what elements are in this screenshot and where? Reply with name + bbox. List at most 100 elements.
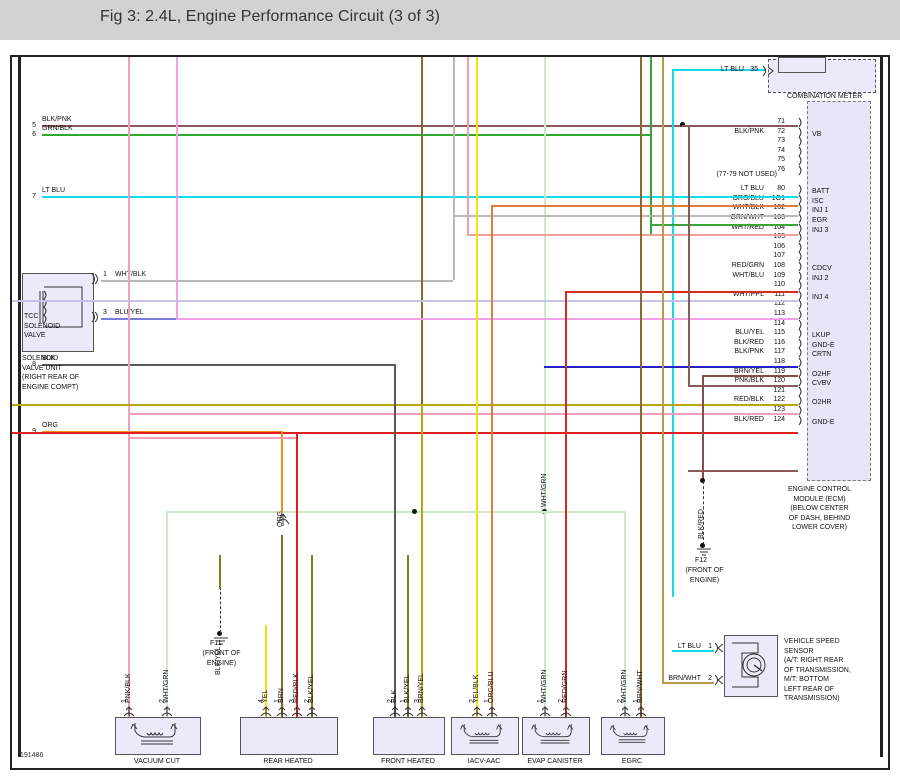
wire-blk-pnk-to-ecm: [682, 125, 798, 127]
ecm-pin-number-73: 73: [777, 137, 785, 145]
left-pin-number-8: 8: [32, 361, 36, 368]
ecm-wire-label-102: WHT/BLK: [732, 204, 764, 212]
ecm-pin-number-121: 121: [773, 386, 785, 394]
ecm-pin-number-117: 117: [773, 348, 785, 356]
ecm-pin-number-124: 124: [773, 415, 785, 423]
diagram-right-inner-border: [880, 57, 883, 757]
ecm-pin-connector-icon-75: [798, 156, 802, 166]
ecm-pin-number-103: 103: [773, 214, 785, 221]
component-box-vacuum-cut-valve-bypass-valve: [115, 717, 201, 755]
component-pin-connector-icon: [471, 706, 483, 717]
ground-dot-f11: [217, 631, 222, 636]
tcc-pin1-number: 1: [103, 271, 107, 278]
wire-wht-grn-evap: [544, 511, 546, 717]
wire-blu-yel-to-ecm: [544, 366, 798, 368]
ecm-pin-connector-icon-72: [798, 127, 802, 137]
component-pin-wire-label: BLK/YEL: [404, 674, 411, 703]
ecm-pin-number-123: 123: [773, 406, 785, 413]
ecm-pin-number-71: 71: [777, 118, 785, 125]
component-pin-connector-icon: [539, 706, 551, 717]
component-pin-wire-label: WHT/GRN: [621, 669, 628, 703]
ecm-pin-number-109: 109: [773, 271, 785, 279]
ecm-wire-label-120: PNK/BLK: [734, 377, 764, 385]
ecm-wire-label-109: WHT/BLU: [732, 271, 765, 279]
ecm-pin-connector-icon-73: [798, 136, 802, 147]
wire-wht-grn-egrc: [624, 511, 626, 717]
ecm-pin-connector-icon-113: [798, 309, 802, 320]
component-pin-connector-icon: [619, 706, 631, 717]
ecm-function-label-lkup: LKUP: [812, 332, 831, 340]
ecm-function-label-batt: BATT: [812, 188, 830, 196]
left-wire-label-blk: BLK: [42, 355, 56, 362]
wire-lt-blu-meter-horizontal: [672, 69, 766, 71]
ecm-pin-connector-icon-119: [798, 367, 802, 377]
ecm-pin-number-111: 111: [774, 290, 785, 298]
ecm-function-label-cvbv: CVBV: [812, 380, 832, 388]
ecm-pin-connector-icon-110: [798, 280, 802, 291]
wire-red-blk-to-ecm: [12, 432, 798, 434]
component-pin-connector-icon: [306, 706, 318, 717]
vss-pin2-wire: BRN/WHT: [668, 675, 701, 682]
ecm-wire-label-72: BLK/PNK: [734, 127, 764, 135]
combination-meter-label: COMBINATION METER: [787, 93, 863, 100]
ground-sub-f11: (FRONT OF ENGINE): [202, 650, 241, 667]
component-pin-connector-icon: [123, 706, 135, 717]
wire-wht-blu-to-ecm: [12, 300, 798, 302]
left-pin-number-6: 6: [32, 131, 36, 138]
ecm-pin-connector-icon-103: [798, 213, 802, 224]
ecm-pin-number-106: 106: [773, 242, 785, 250]
ecm-pin-connector-icon-76: [798, 165, 802, 176]
ecm-wire-label-80: LT BLU: [740, 185, 764, 193]
meter-pin35-connector-icon: [762, 65, 774, 77]
wire-brn-wht-vss-vertical: [662, 57, 664, 682]
wire-blk-pnk-117-vertical: [688, 125, 690, 385]
wire-lt-blu-to-ecm: [672, 196, 798, 198]
wire-wht-blk-vertical: [453, 57, 455, 280]
component-caption-egrc-solenoid-valve: EGRC SOLENOID VALVE (ON RIGHT SIDE OF EN…: [614, 758, 650, 768]
wire-blk-red-116-to-ecm: [702, 375, 798, 377]
wire-pnk-blk-vertical: [128, 57, 130, 717]
ecm-pin-connector-icon-120: [798, 376, 802, 387]
component-box-egrc-solenoid-valve: [601, 717, 665, 755]
wire-wht-grn-vertical: [544, 57, 546, 575]
component-pin-wire-label: BRN: [278, 688, 285, 703]
wire-yel-blk-iacv: [476, 57, 478, 717]
ecm-pin-number-107: 107: [773, 252, 785, 260]
ecm-pin-number-80: 80: [777, 185, 785, 193]
component-box-iacv-aac-valve: [451, 717, 519, 755]
ecm-wire-label-119: BRN/YEL: [734, 367, 764, 375]
solenoid-coil-icon: [460, 724, 503, 744]
component-pin-wire-label: YEL/BLK: [473, 674, 480, 703]
ecm-pin-number-113: 113: [773, 310, 785, 317]
vss-pin2-connector-icon: [714, 674, 724, 686]
ecm-function-label-isc: ISC: [812, 197, 824, 205]
ecm-body: [807, 101, 871, 481]
vss-pin1-connector-icon: [714, 642, 724, 654]
wire-brn-wht-vss: [662, 682, 714, 684]
left-pin-number-5: 5: [32, 122, 36, 129]
component-pin-wire-label: BLK/YEL: [308, 674, 315, 703]
ecm-function-label-gnd-e: GND-E: [812, 418, 835, 426]
ecm-pin-number-114: 114: [773, 319, 785, 327]
page-title: Fig 3: 2.4L, Engine Performance Circuit …: [100, 8, 441, 25]
component-pin-connector-icon: [486, 706, 498, 717]
component-pin-wire-label: BLK: [391, 689, 398, 703]
wire-brn-rear-o2: [281, 535, 283, 717]
ground-wire-label-f12: BLK/RED: [698, 509, 705, 539]
title-bar: Fig 3: 2.4L, Engine Performance Circuit …: [0, 0, 900, 40]
ecm-wire-label-103: GRN/WHT: [730, 214, 764, 221]
ground-sub-f12: (FRONT OF ENGINE): [685, 567, 724, 584]
ecm-pin-number-115: 115: [773, 329, 785, 337]
component-caption-evap-canister-vent-control-valve: EVAP CANISTER VENT CONTROL VALVE (UNDER …: [527, 758, 583, 768]
solenoid-coil-icon: [531, 724, 574, 744]
ecm-wire-label-117: BLK/PNK: [734, 348, 764, 356]
ecm-function-label-inj-2: INJ 2: [812, 274, 829, 282]
ecm-function-label-inj-1: INJ 1: [812, 207, 829, 215]
component-pin-connector-icon: [402, 706, 414, 717]
vss-pin1-number: 1: [708, 643, 712, 650]
wire-blk-red-116-vertical: [702, 375, 704, 480]
wire-wht-ppl-to-ecm: [176, 318, 798, 320]
ecm-pin-number-119: 119: [773, 367, 785, 375]
ecm-pin-connector-icon-121: [798, 386, 802, 397]
